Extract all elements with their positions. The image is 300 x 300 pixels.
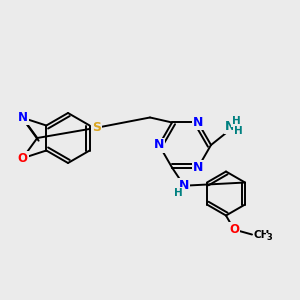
Text: H: H: [174, 188, 182, 197]
Text: 3: 3: [266, 233, 272, 242]
Text: O: O: [229, 223, 239, 236]
Text: CH: CH: [254, 230, 270, 239]
Text: N: N: [179, 179, 189, 192]
Text: N: N: [225, 121, 235, 134]
Text: N: N: [193, 161, 203, 174]
Text: N: N: [154, 139, 164, 152]
Text: H: H: [232, 116, 240, 126]
Text: H: H: [234, 126, 242, 136]
Text: S: S: [92, 121, 101, 134]
Text: N: N: [193, 116, 203, 129]
Text: O: O: [18, 152, 28, 165]
Text: N: N: [18, 111, 28, 124]
